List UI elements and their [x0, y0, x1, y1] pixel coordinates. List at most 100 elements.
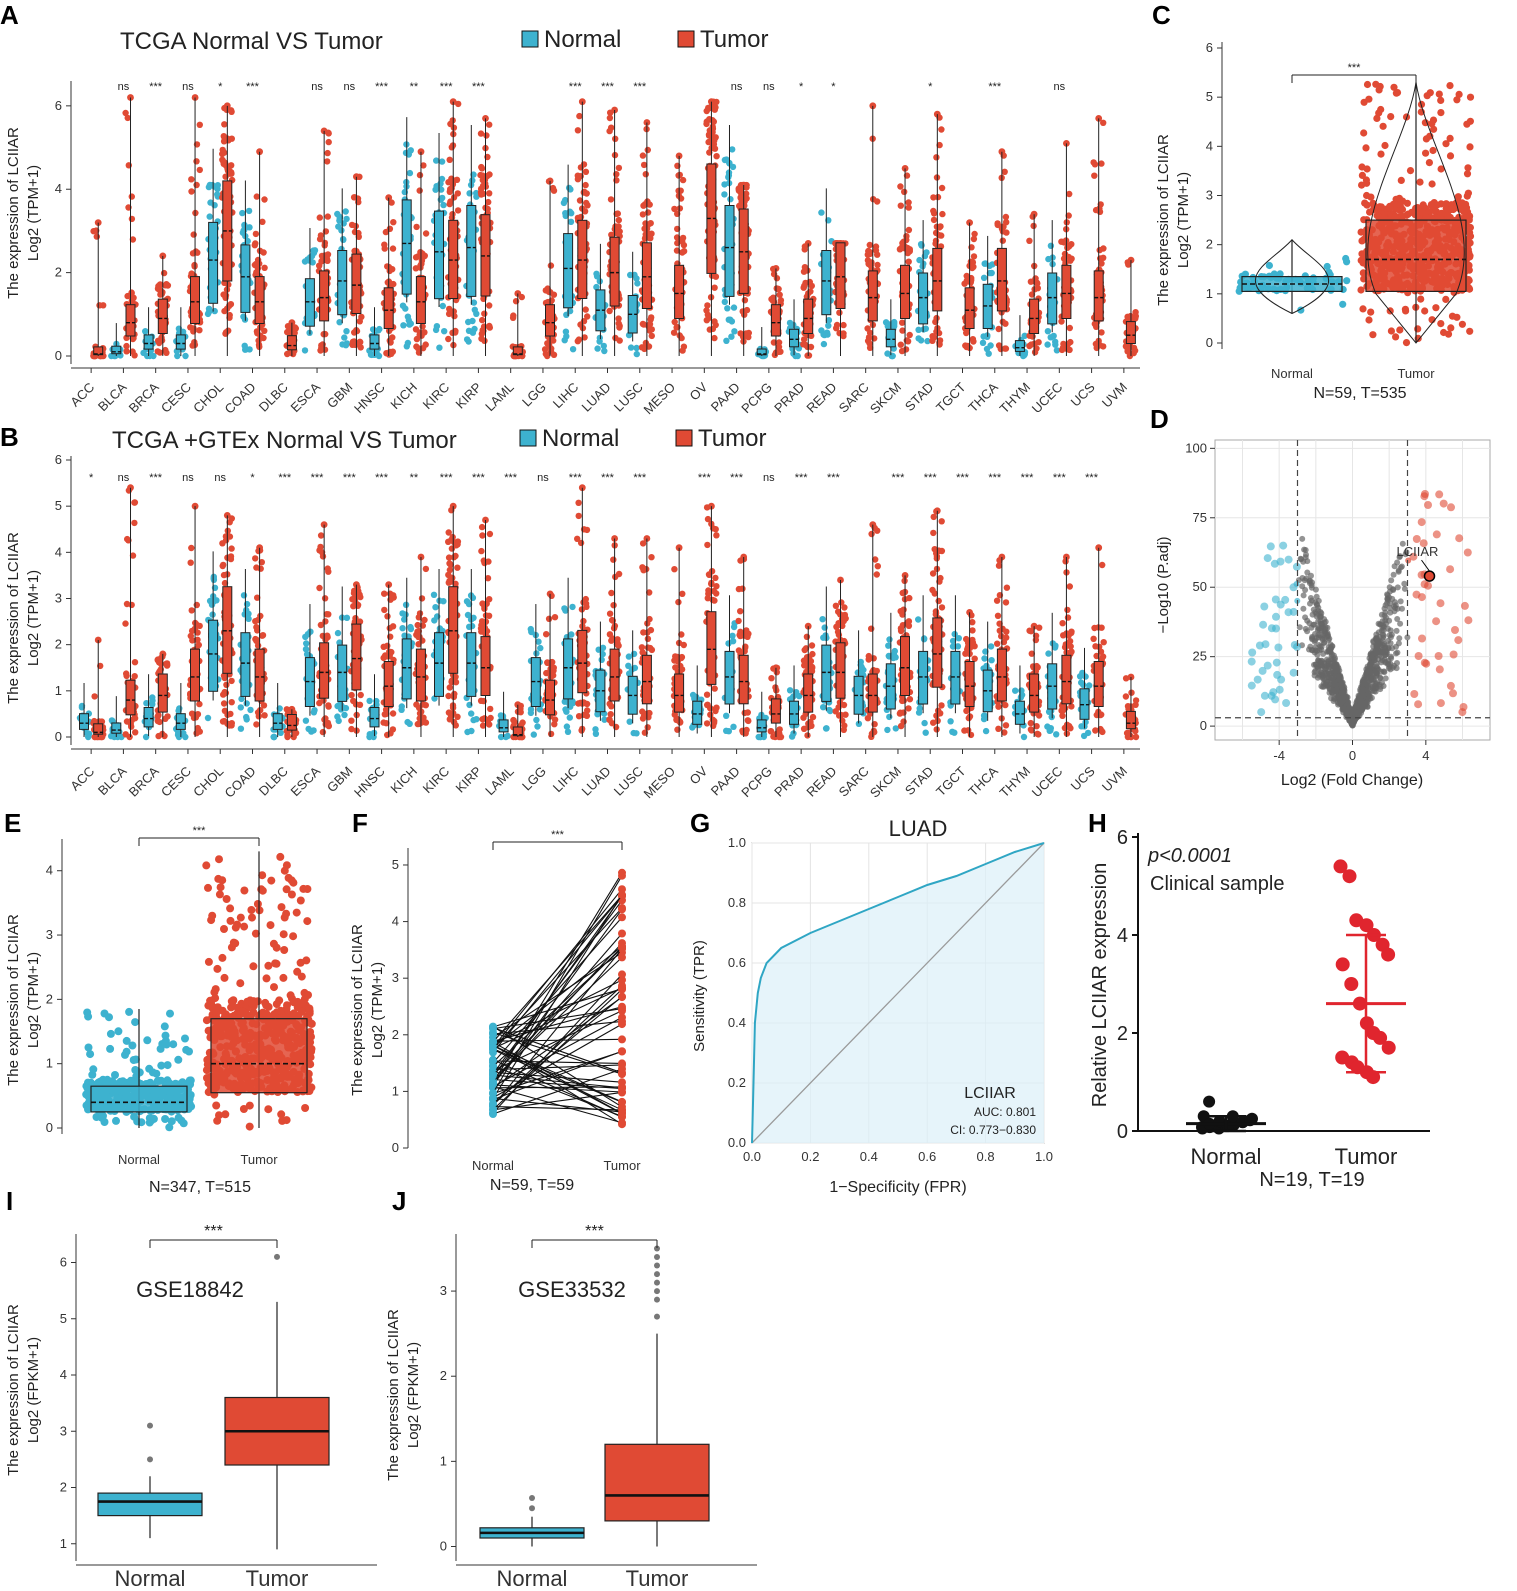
tumor-point	[155, 282, 162, 290]
cancer-label: TGCT	[933, 763, 969, 799]
tumor-point	[1099, 653, 1107, 660]
significance-mark: *	[928, 81, 933, 93]
tumor-point	[864, 325, 871, 332]
tumor-point	[131, 715, 139, 722]
normal-point	[819, 616, 826, 623]
tumor-point	[612, 723, 620, 731]
panel-a-title: TCGA Normal VS Tumor	[120, 28, 383, 55]
tumor-point	[711, 284, 718, 291]
cancer-label: DLBC	[256, 764, 291, 799]
tumor-point	[196, 121, 203, 128]
tumor-box	[125, 679, 136, 716]
tumor-point	[390, 219, 397, 226]
tumor-point	[163, 662, 171, 669]
tumor-box	[867, 270, 878, 322]
normal-point	[214, 191, 221, 198]
normal-point	[721, 298, 728, 306]
significance-mark: ns	[1054, 81, 1066, 93]
normal-point	[915, 616, 922, 623]
normal-point	[302, 717, 310, 724]
tumor-point	[612, 573, 619, 581]
normal-box	[175, 713, 186, 730]
tumor-box	[738, 654, 749, 705]
normal-point	[724, 305, 731, 312]
normal-point	[1078, 723, 1085, 730]
tumor-point	[930, 513, 937, 521]
tumor-point	[255, 337, 262, 344]
tumor-box	[93, 346, 104, 356]
normal-box	[143, 334, 154, 350]
normal-box	[498, 719, 509, 733]
tumor-point	[905, 204, 912, 211]
tumor-point	[261, 264, 268, 271]
sample-point	[1392, 333, 1400, 341]
tumor-point	[261, 196, 268, 203]
normal-point	[560, 199, 568, 207]
tumor-point	[478, 547, 485, 555]
tumor-box	[286, 714, 297, 731]
tumor-point	[351, 228, 359, 236]
tumor-point	[930, 210, 938, 217]
tumor-box	[674, 264, 685, 319]
tumor-point	[775, 339, 783, 346]
tumor-point	[608, 637, 615, 644]
normal-point	[270, 733, 277, 741]
tumor-box	[545, 304, 555, 337]
cancer-label: OV	[687, 763, 711, 787]
normal-point	[979, 339, 987, 346]
gB-yaxis-tick-label: 1	[55, 683, 62, 698]
tumor-point	[188, 607, 195, 614]
tumor-point	[389, 348, 396, 355]
tumor-point	[420, 162, 427, 169]
sample-point	[1362, 144, 1370, 152]
tumor-point	[639, 320, 647, 328]
significance-mark: *	[250, 472, 255, 484]
panel-c-sample-size: N=59, T=535	[1313, 385, 1406, 402]
tumor-box	[415, 648, 426, 702]
significance-mark: ***	[504, 472, 518, 484]
tumor-point	[252, 230, 260, 238]
gC-yaxis-tick-label: 2	[1206, 237, 1213, 252]
tumor-point	[644, 724, 651, 731]
normal-box	[724, 205, 735, 297]
tumor-point	[228, 699, 235, 706]
tumor-point	[317, 543, 324, 551]
tumor-point	[868, 530, 875, 538]
tumor-point	[191, 339, 198, 346]
tumor-point	[804, 732, 811, 739]
cancer-label: READ	[803, 764, 839, 800]
normal-point	[1044, 328, 1052, 335]
tumor-point	[251, 242, 258, 249]
tumor-point	[735, 617, 742, 625]
normal-point	[399, 625, 406, 632]
tumor-point	[124, 114, 131, 122]
tumor-point	[1060, 707, 1067, 714]
tumor-point	[484, 205, 491, 213]
cancer-label: ESCA	[288, 763, 324, 799]
tumor-point	[804, 352, 811, 359]
normal-point	[527, 706, 535, 713]
cancer-label: UVM	[1099, 380, 1130, 411]
tumor-point	[577, 164, 585, 171]
significance-mark: ***	[730, 472, 744, 484]
tumor-point	[1030, 222, 1037, 230]
normal-point	[366, 731, 373, 738]
cancer-label: KICH	[387, 380, 420, 413]
tumor-point	[994, 612, 1002, 619]
tumor-point	[512, 298, 520, 305]
tumor-point	[446, 305, 453, 313]
tumor-point	[648, 646, 656, 654]
normal-box	[918, 272, 929, 325]
significance-mark: ***	[988, 472, 1002, 484]
tumor-point	[872, 247, 880, 254]
tumor-point	[419, 637, 426, 644]
cancer-label: PAAD	[708, 380, 743, 415]
tumor-point	[388, 199, 395, 206]
normal-point	[1047, 725, 1055, 732]
tumor-point	[836, 699, 844, 706]
normal-point	[468, 710, 475, 717]
normal-point	[854, 669, 861, 676]
tumor-point	[938, 702, 945, 709]
tumor-point	[164, 713, 171, 720]
tumor-point	[193, 730, 200, 737]
